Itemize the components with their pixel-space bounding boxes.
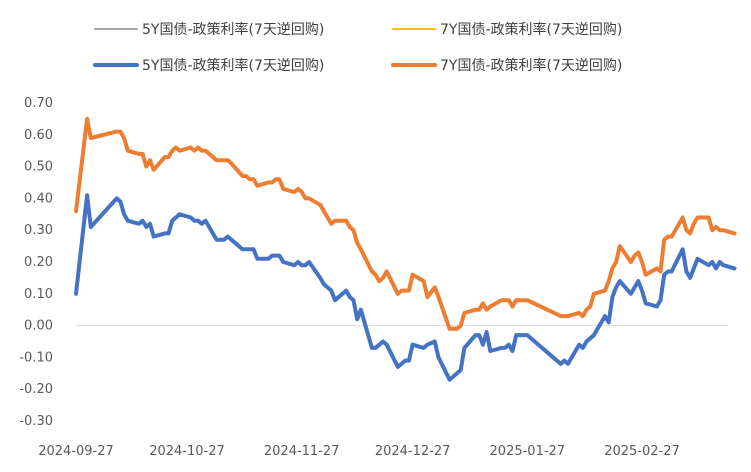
y-tick-label: -0.30: [19, 414, 53, 429]
y-tick-label: 0.30: [24, 223, 53, 238]
y-axis: 0.70 0.60 0.50 0.40 0.30 0.20 0.10 0.00 -0.10 -0.…: [19, 96, 53, 429]
legend: 5Y国债-政策利率(7天逆回购) 7Y国债-政策利率(7天逆回购) 5Y国债-政策利…: [93, 21, 622, 74]
y-tick-label: 0.10: [24, 287, 53, 302]
x-tick-label: 2024-09-27: [38, 444, 114, 459]
y-tick-label: -0.10: [19, 350, 53, 365]
y-tick-label: 0.70: [24, 96, 53, 111]
legend-label: 5Y国债-政策利率(7天逆回购): [142, 57, 324, 74]
plot-area: [74, 116, 737, 382]
y-tick-label: 0.00: [24, 319, 53, 334]
x-tick-label: 2024-11-27: [264, 444, 340, 459]
series-line-7y: [74, 116, 737, 331]
y-tick-label: 0.60: [24, 128, 53, 143]
y-tick-label: 0.20: [24, 255, 53, 270]
x-tick-label: 2025-01-27: [490, 444, 566, 459]
x-axis: 2024-09-27 2024-10-27 2024-11-27 2024-12-27…: [38, 325, 728, 459]
legend-label: 7Y国债-政策利率(7天逆回购): [440, 21, 622, 38]
x-tick-label: 2024-10-27: [149, 444, 225, 459]
x-tick-label: 2025-02-27: [604, 444, 680, 459]
legend-label: 5Y国债-政策利率(7天逆回购): [142, 21, 324, 38]
y-tick-label: 0.40: [24, 191, 53, 206]
legend-label: 7Y国债-政策利率(7天逆回购): [440, 57, 622, 74]
y-tick-label: 0.50: [24, 160, 53, 175]
x-tick-label: 2024-12-27: [375, 444, 451, 459]
y-tick-label: -0.20: [19, 382, 53, 397]
series-line-5y: [74, 193, 737, 382]
